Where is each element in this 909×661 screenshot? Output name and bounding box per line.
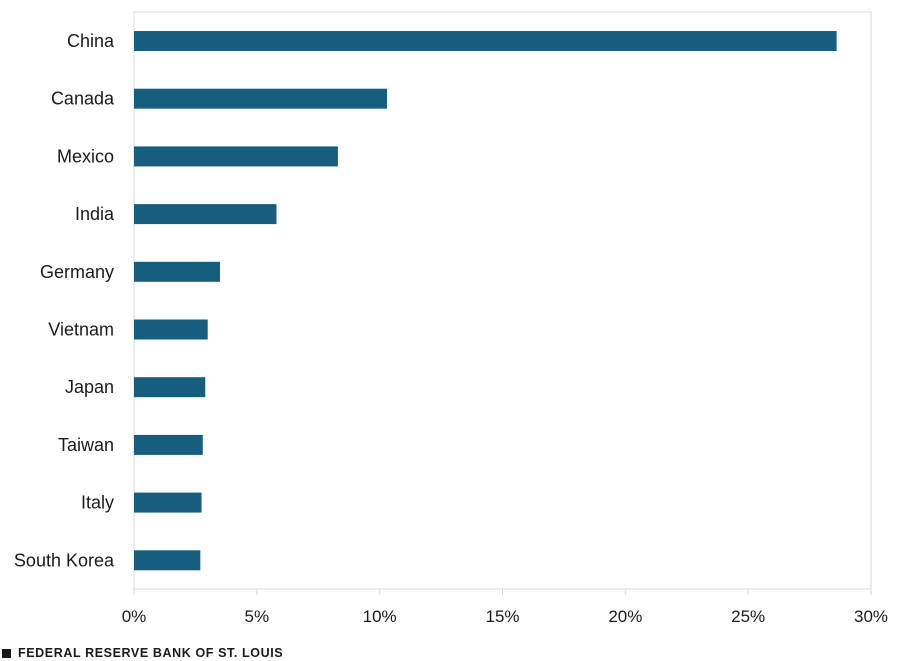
x-tick-label-20: 20% <box>608 607 642 626</box>
category-label-vietnam: Vietnam <box>48 320 114 340</box>
x-tick-label-10: 10% <box>363 607 397 626</box>
category-label-south-korea: South Korea <box>14 550 115 570</box>
bar-germany <box>134 261 220 282</box>
x-axis-ticks: 0% 5% 10% 15% 20% 25% 30% <box>122 589 888 626</box>
category-label-taiwan: Taiwan <box>58 435 114 455</box>
x-tick-label-0: 0% <box>122 607 147 626</box>
bar-chart: China Canada Mexico India Germany Vietnam Japa… <box>14 11 888 626</box>
x-tick-label-25: 25% <box>731 607 765 626</box>
bar-canada <box>134 88 388 109</box>
category-label-canada: Canada <box>51 89 115 109</box>
category-label-india: India <box>75 204 115 224</box>
source-footer: FEDERAL RESERVE BANK OF ST. LOUIS <box>2 645 283 661</box>
footer-square-icon <box>2 648 11 658</box>
bar-india <box>134 204 277 225</box>
bar-italy <box>134 492 202 513</box>
category-label-mexico: Mexico <box>57 146 114 166</box>
category-label-italy: Italy <box>81 493 114 513</box>
bar-japan <box>134 377 206 398</box>
category-labels: China Canada Mexico India Germany Vietnam Japa… <box>14 31 115 570</box>
category-label-japan: Japan <box>65 377 114 397</box>
category-label-china: China <box>67 31 115 51</box>
bar-vietnam <box>134 319 208 340</box>
bar-mexico <box>134 146 338 167</box>
bar-south-korea <box>134 550 201 571</box>
bars-group <box>134 31 837 571</box>
x-tick-label-5: 5% <box>245 607 270 626</box>
bar-taiwan <box>134 434 203 455</box>
x-tick-label-30: 30% <box>854 607 888 626</box>
bar-china <box>134 31 837 51</box>
source-label: FEDERAL RESERVE BANK OF ST. LOUIS <box>18 646 284 660</box>
category-label-germany: Germany <box>40 262 114 282</box>
x-tick-label-15: 15% <box>485 607 519 626</box>
